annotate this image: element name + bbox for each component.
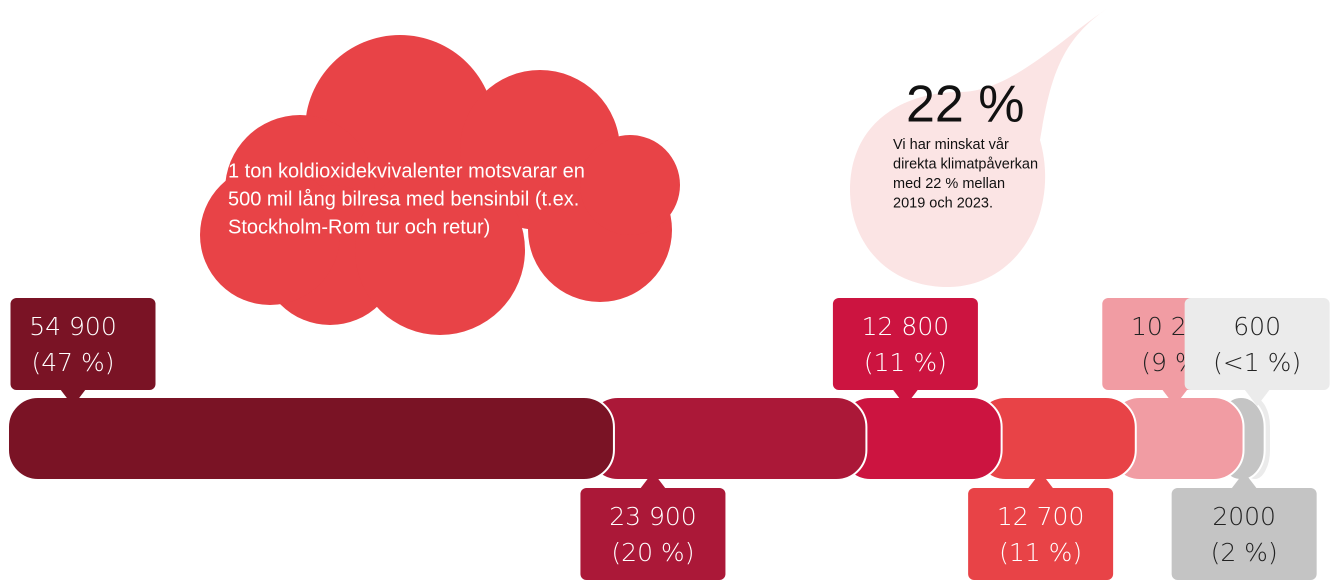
- callout-box: [832, 298, 978, 390]
- callout-box: [968, 488, 1114, 580]
- share-label: (2 %): [1211, 538, 1278, 567]
- callout-box: [1184, 298, 1330, 390]
- cloud-text: Stockholm-Rom tur och retur): [228, 216, 490, 238]
- callout-pointer: [1244, 389, 1271, 406]
- share-label: (11 %): [999, 538, 1082, 567]
- callout: 54 900 (47 %): [10, 298, 156, 406]
- callout: 23 900 (20 %): [580, 472, 726, 580]
- share-label: (11 %): [864, 348, 947, 377]
- callout-pointer: [1027, 472, 1054, 489]
- drop-text: Vi har minskat vår: [893, 137, 1009, 153]
- drop-text: 2019 och 2023.: [893, 195, 993, 211]
- value-label: 600: [1233, 312, 1281, 341]
- drop-title: 22 %: [906, 76, 1025, 134]
- share-label: (47 %): [31, 348, 114, 377]
- cloud-text: 500 mil lång bilresa med bensinbil (t.ex…: [228, 188, 579, 210]
- callout-pointer: [639, 472, 666, 489]
- bar-segment: [7, 396, 615, 481]
- callout-pointer: [1231, 472, 1258, 489]
- callout-pointer: [892, 389, 919, 406]
- drop: [850, 8, 1108, 288]
- drop-text: med 22 % mellan: [893, 176, 1005, 192]
- cloud-text: 1 ton koldioxidekvivalenter motsvarar en: [228, 160, 585, 182]
- callout-pointer: [60, 389, 86, 406]
- callout: 12 700 (11 %): [968, 472, 1114, 580]
- bar: [7, 396, 1273, 481]
- value-label: 23 900: [609, 502, 696, 531]
- value-label: 2000: [1212, 502, 1276, 531]
- share-label: (<1 %): [1213, 348, 1301, 377]
- callout: 2000 (2 %): [1171, 472, 1317, 580]
- value-label: 54 900: [29, 312, 116, 341]
- bar-segment: [586, 396, 868, 481]
- cloud: [200, 35, 680, 335]
- callout: 600 (<1 %): [1184, 298, 1330, 406]
- value-label: 12 700: [997, 502, 1084, 531]
- share-label: (20 %): [611, 538, 694, 567]
- callout-box: [1171, 488, 1317, 580]
- callout-box: [10, 298, 156, 390]
- callout-box: [580, 488, 726, 580]
- value-label: 12 800: [862, 312, 949, 341]
- drop-text: direkta klimatpåverkan: [893, 156, 1038, 172]
- callout-pointer: [1161, 389, 1188, 406]
- callout: 12 800 (11 %): [832, 298, 978, 406]
